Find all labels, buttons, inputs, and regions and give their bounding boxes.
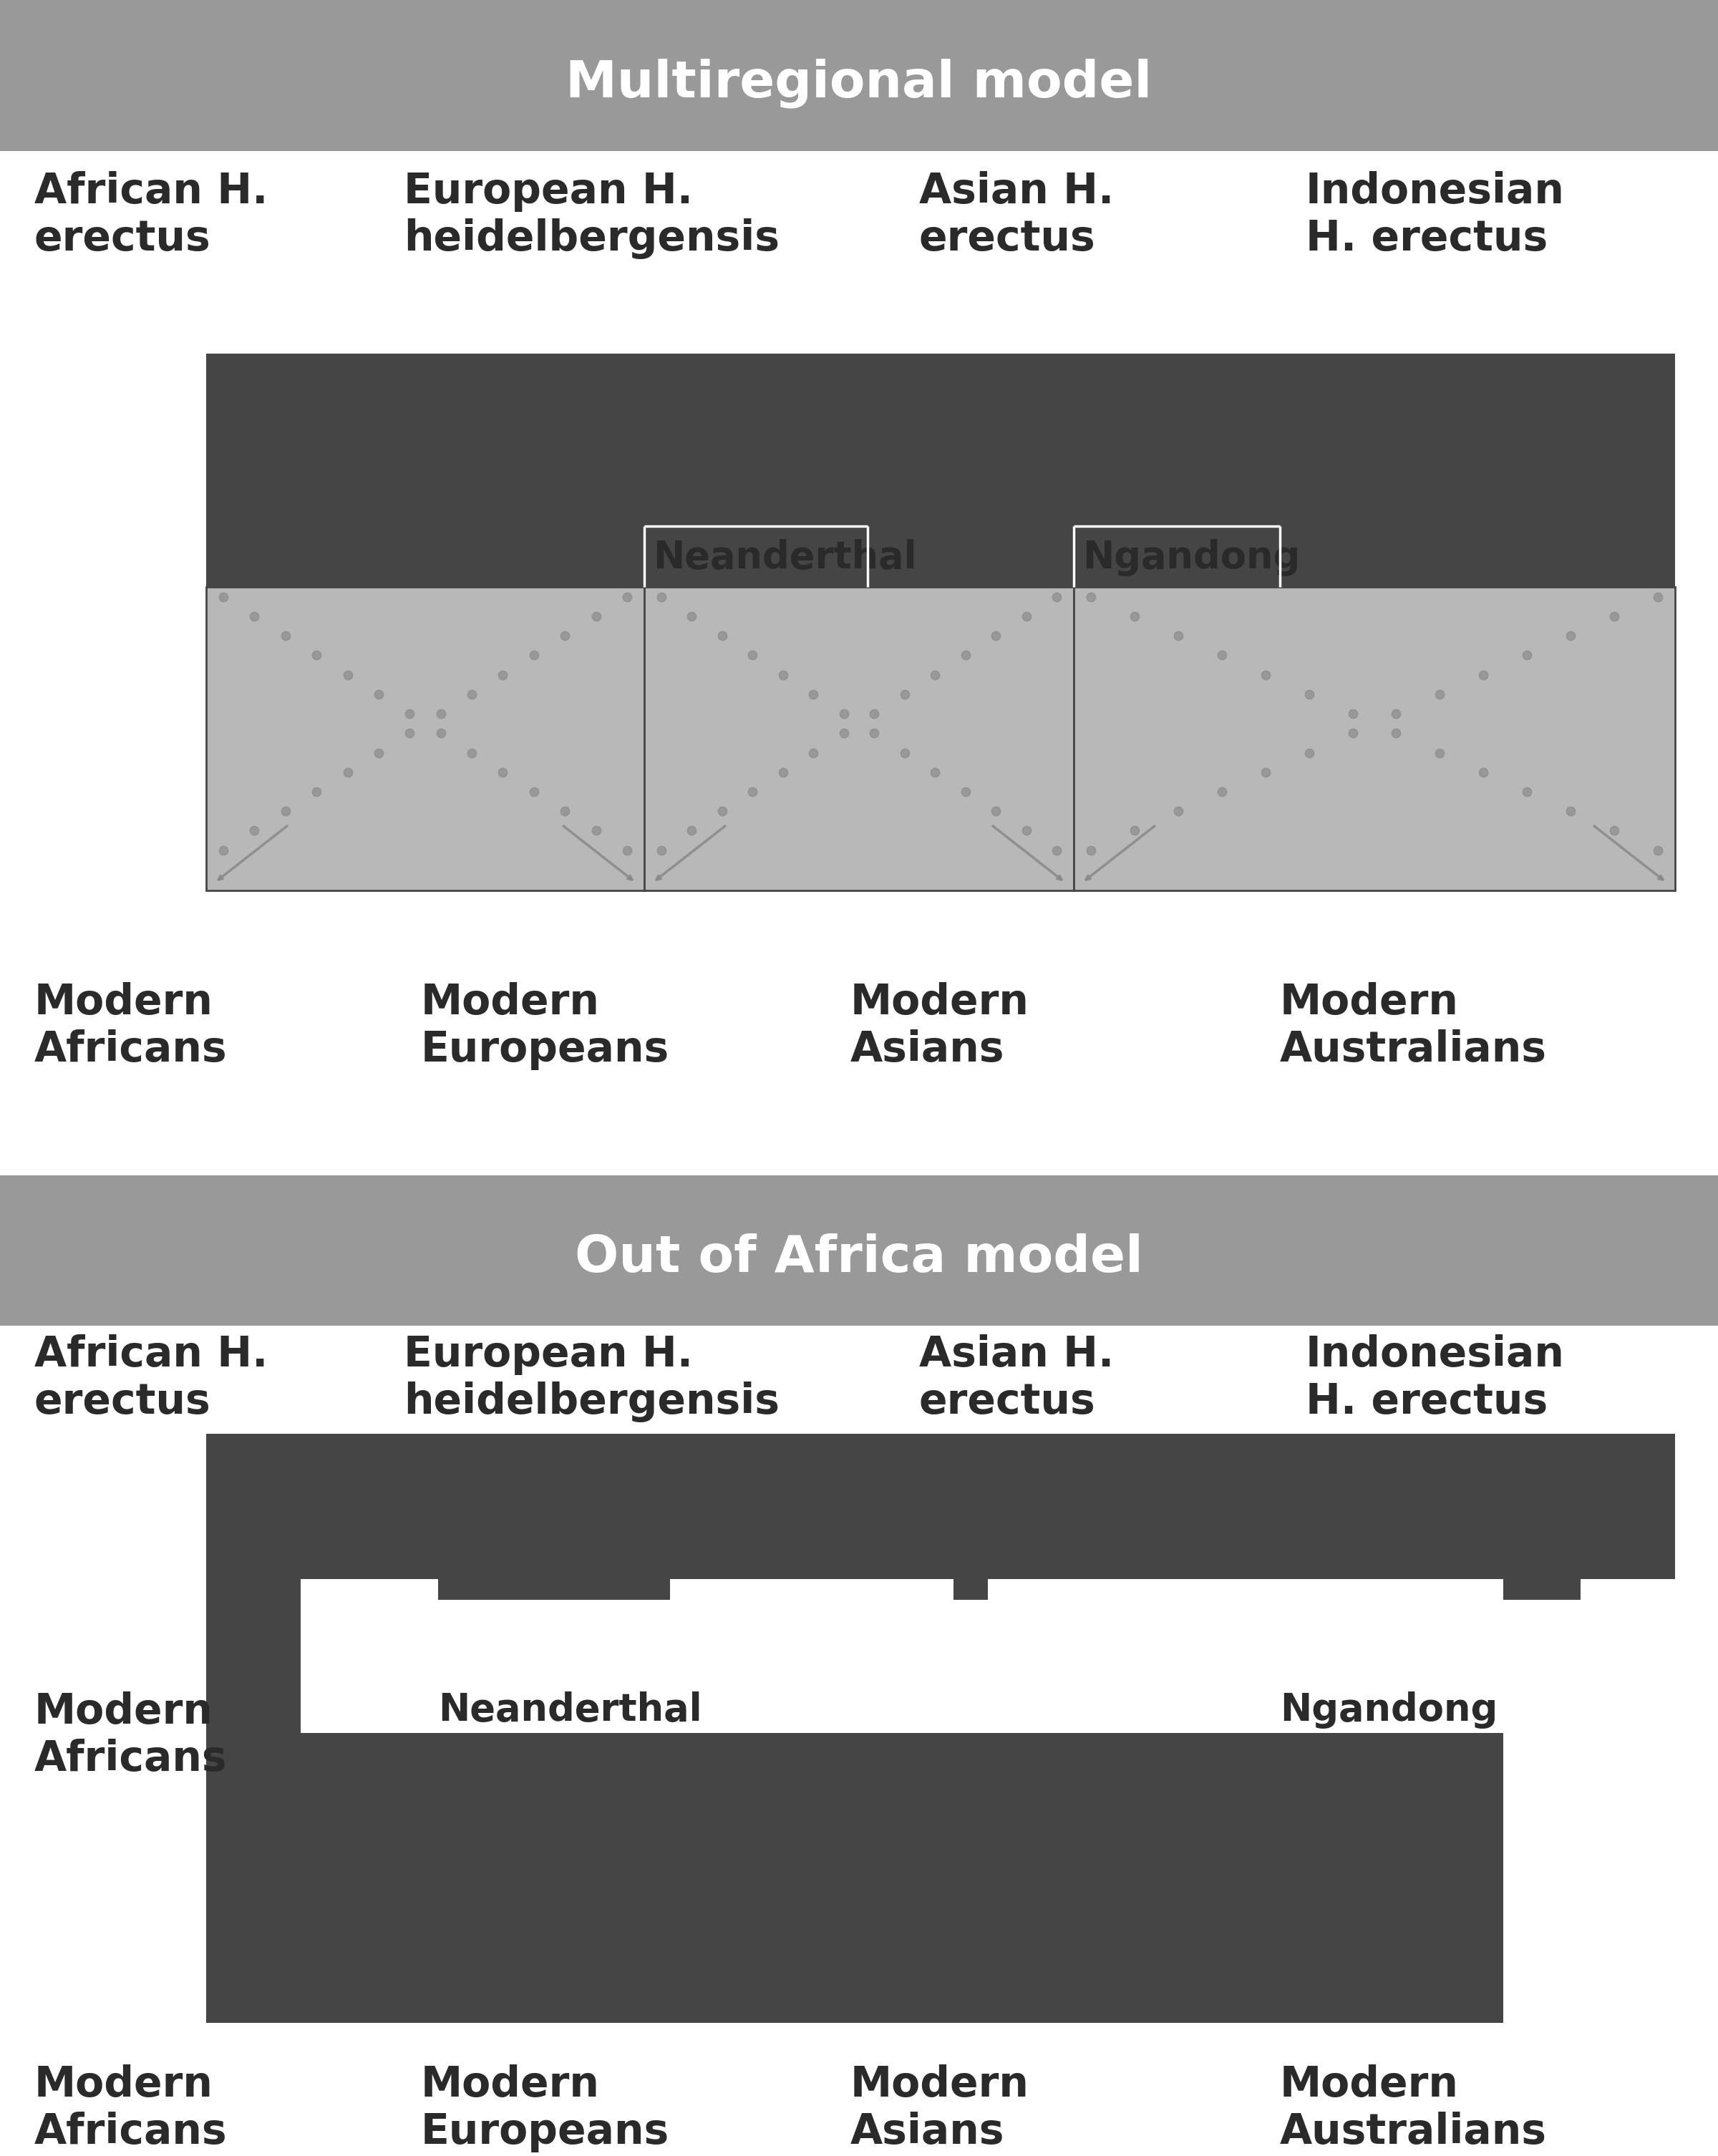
Text: Asian H.
erectus: Asian H. erectus [919, 1335, 1113, 1423]
Text: Neanderthal: Neanderthal [653, 539, 917, 576]
Text: Modern
Australians: Modern Australians [1280, 981, 1546, 1069]
Text: Modern
Africans: Modern Africans [34, 2065, 227, 2152]
Text: Neanderthal: Neanderthal [438, 1690, 703, 1729]
Text: Modern
Asians: Modern Asians [850, 2065, 1029, 2152]
Text: Indonesian
H. erectus: Indonesian H. erectus [1306, 1335, 1565, 1423]
Bar [1503, 1578, 1581, 1600]
Text: Ngandong: Ngandong [1280, 1690, 1498, 1729]
Text: Out of Africa model: Out of Africa model [576, 1233, 1142, 1283]
Bar [206, 586, 644, 890]
Text: Indonesian
H. erectus: Indonesian H. erectus [1306, 170, 1565, 259]
Text: Modern
Africans: Modern Africans [34, 1690, 227, 1779]
Text: European H.
heidelbergensis: European H. heidelbergensis [404, 170, 780, 259]
Bar [206, 1733, 1503, 2022]
Bar [206, 1675, 301, 1733]
Text: Modern
Europeans: Modern Europeans [421, 981, 670, 1069]
Text: Multiregional model: Multiregional model [565, 58, 1153, 108]
Bar [206, 1434, 1675, 1578]
Bar [1074, 586, 1675, 890]
Text: Modern
Australians: Modern Australians [1280, 2065, 1546, 2152]
Text: European H.
heidelbergensis: European H. heidelbergensis [404, 1335, 780, 1423]
Text: Ngandong: Ngandong [1082, 539, 1301, 576]
Bar [953, 1578, 988, 1600]
Bar [206, 354, 1675, 890]
Text: Modern
Asians: Modern Asians [850, 981, 1029, 1069]
Text: Modern
Africans: Modern Africans [34, 981, 227, 1069]
Text: Modern
Europeans: Modern Europeans [421, 2065, 670, 2152]
Bar [644, 586, 1074, 890]
Text: Asian H.
erectus: Asian H. erectus [919, 170, 1113, 259]
Text: African H.
erectus: African H. erectus [34, 170, 268, 259]
Bar [438, 1578, 670, 1600]
Bar [206, 1578, 301, 1675]
Text: African H.
erectus: African H. erectus [34, 1335, 268, 1423]
